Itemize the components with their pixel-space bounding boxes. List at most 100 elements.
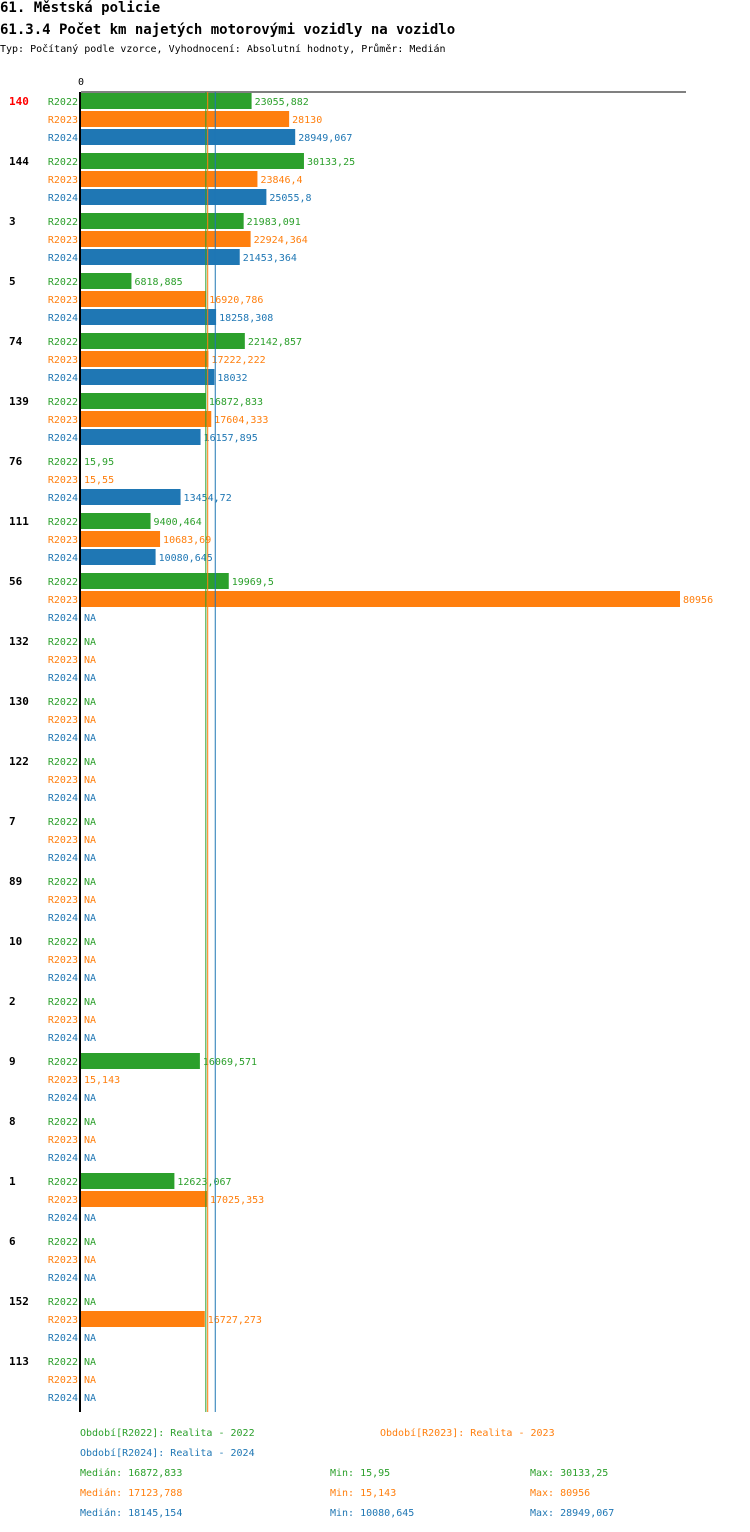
series-label: R2023 — [48, 355, 78, 366]
category-label: 2 — [9, 995, 16, 1008]
category-label: 139 — [9, 395, 29, 408]
bar — [81, 291, 207, 307]
series-label: R2022 — [48, 937, 78, 948]
series-label: R2024 — [48, 493, 78, 504]
series-label: R2022 — [48, 637, 78, 648]
series-label: R2023 — [48, 295, 78, 306]
bar — [81, 531, 161, 547]
series-label: R2023 — [48, 475, 78, 486]
stat-max-r2023: Max: 80956 — [530, 1488, 591, 1499]
series-label: R2024 — [48, 853, 78, 864]
bar — [81, 1053, 200, 1069]
series-label: R2022 — [48, 1117, 78, 1128]
data-label: 15,95 — [84, 457, 114, 468]
category-label: 9 — [9, 1055, 16, 1068]
data-label: NA — [84, 817, 96, 828]
bar — [81, 333, 245, 349]
data-label: 12623,067 — [177, 1177, 231, 1188]
series-label: R2024 — [48, 1393, 78, 1404]
stat-max-r2022: Max: 30133,25 — [530, 1468, 609, 1479]
data-label: NA — [84, 1237, 96, 1248]
data-label: 30133,25 — [307, 157, 355, 168]
data-label: 21453,364 — [243, 253, 297, 264]
series-label: R2022 — [48, 757, 78, 768]
stat-median-r2024: Medián: 18145,154 — [80, 1508, 183, 1519]
data-label: 80956 — [683, 595, 713, 606]
category-label: 10 — [9, 935, 22, 948]
bar — [81, 93, 252, 109]
data-label: 25055,8 — [269, 193, 311, 204]
data-label: 17604,333 — [214, 415, 268, 426]
category-label: 152 — [9, 1295, 29, 1308]
bar — [81, 429, 201, 445]
series-label: R2023 — [48, 535, 78, 546]
series-label: R2023 — [48, 595, 78, 606]
bar — [81, 189, 267, 205]
stat-min-r2024: Min: 10080,645 — [330, 1508, 415, 1519]
stat-median-r2022: Medián: 16872,833 — [80, 1468, 183, 1479]
data-label: NA — [84, 973, 96, 984]
data-label: 16157,895 — [204, 433, 258, 444]
data-label: NA — [84, 715, 96, 726]
data-label: NA — [84, 1297, 96, 1308]
bar — [81, 231, 251, 247]
data-label: 10080,645 — [159, 553, 213, 564]
data-label: NA — [84, 655, 96, 666]
bar — [81, 1191, 207, 1207]
series-label: R2023 — [48, 895, 78, 906]
data-label: 16920,786 — [209, 295, 263, 306]
series-label: R2023 — [48, 1015, 78, 1026]
data-label: NA — [84, 1153, 96, 1164]
series-label: R2024 — [48, 133, 78, 144]
series-label: R2024 — [48, 913, 78, 924]
series-label: R2024 — [48, 553, 78, 564]
data-label: NA — [84, 757, 96, 768]
category-label: 130 — [9, 695, 29, 708]
data-label: 22924,364 — [254, 235, 308, 246]
series-label: R2024 — [48, 193, 78, 204]
category-label: 3 — [9, 215, 16, 228]
series-label: R2022 — [48, 997, 78, 1008]
stat-max-r2024: Max: 28949,067 — [530, 1508, 615, 1519]
data-label: NA — [84, 793, 96, 804]
chart-meta: Typ: Počítaný podle vzorce, Vyhodnocení:… — [0, 44, 446, 55]
data-label: 15,143 — [84, 1075, 120, 1086]
data-label: 6818,885 — [134, 277, 182, 288]
series-label: R2022 — [48, 817, 78, 828]
series-label: R2023 — [48, 1135, 78, 1146]
category-label: 1 — [9, 1175, 16, 1188]
series-label: R2022 — [48, 1357, 78, 1368]
bar — [81, 369, 215, 385]
series-label: R2022 — [48, 1057, 78, 1068]
bar — [81, 513, 151, 529]
bar — [81, 153, 304, 169]
bar — [81, 309, 217, 325]
category-label: 6 — [9, 1235, 16, 1248]
data-label: NA — [84, 1357, 96, 1368]
data-label: 22142,857 — [248, 337, 302, 348]
series-label: R2023 — [48, 415, 78, 426]
data-label: NA — [84, 853, 96, 864]
series-label: R2022 — [48, 697, 78, 708]
stat-median-r2023: Medián: 17123,788 — [80, 1488, 183, 1499]
category-label: 74 — [9, 335, 23, 348]
category-label: 8 — [9, 1115, 16, 1128]
category-label: 140 — [9, 95, 29, 108]
series-label: R2023 — [48, 1075, 78, 1086]
data-label: 17222,222 — [211, 355, 265, 366]
data-label: NA — [84, 895, 96, 906]
bar — [81, 171, 258, 187]
bar — [81, 111, 290, 127]
chart-title: 61.3.4 Počet km najetých motorovými vozi… — [0, 22, 456, 38]
series-label: R2023 — [48, 1255, 78, 1266]
data-label: NA — [84, 1213, 96, 1224]
bar — [81, 129, 296, 145]
series-label: R2024 — [48, 793, 78, 804]
data-label: NA — [84, 835, 96, 846]
data-label: NA — [84, 1333, 96, 1344]
series-label: R2023 — [48, 235, 78, 246]
series-label: R2024 — [48, 1273, 78, 1284]
series-label: R2024 — [48, 973, 78, 984]
series-label: R2024 — [48, 1093, 78, 1104]
